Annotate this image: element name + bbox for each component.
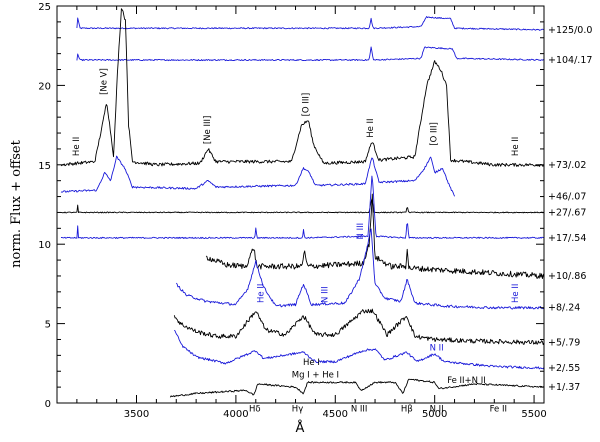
annotation-13: He I (303, 358, 320, 368)
annotation-2: [Ne V] (100, 68, 110, 95)
x-tick-label: 3500 (124, 409, 149, 420)
series-label-9: +5/.79 (548, 338, 580, 349)
annotation-1: He II (72, 137, 82, 156)
annotation-4: [O III] (301, 93, 311, 117)
series-line-4 (60, 155, 456, 197)
series-label-6: +17/.54 (548, 233, 586, 244)
annotation-16: Hγ (292, 405, 303, 415)
annotation-20: N II (430, 405, 444, 415)
series-label-11: +1/.37 (548, 382, 580, 393)
annotation-5: He II (366, 118, 376, 137)
x-tick-label: 4000 (223, 409, 248, 420)
y-tick-label: 5 (45, 320, 51, 331)
y-axis-label: norm. Flux + offset (9, 139, 24, 267)
series-label-10: +2/.55 (548, 363, 580, 374)
annotation-18: Hβ (401, 405, 413, 415)
ticks-layer: 3500 4000 4500 5000 5500 0 5 10 15 20 25 (38, 2, 547, 420)
x-axis-label: Å (296, 420, 305, 436)
series-line-8 (175, 228, 544, 310)
series-label-7: +10/.86 (548, 271, 586, 282)
y-tick-label: 0 (45, 399, 51, 410)
plot-frame (56, 5, 545, 404)
series-line-11 (169, 378, 545, 398)
series-line-2 (76, 46, 544, 62)
series-layer (60, 8, 545, 398)
series-line-9 (173, 308, 545, 346)
y-tick-label: 25 (38, 2, 51, 13)
series-label-5: +27/.67 (548, 207, 586, 218)
x-tick-label: 4500 (323, 409, 348, 420)
annotation-8: He II (257, 284, 267, 303)
series-line-6 (60, 175, 544, 239)
annotation-15: Hδ (249, 405, 261, 415)
annotation-14: Mg I + He I (292, 371, 339, 381)
annotation-10: N III (356, 223, 366, 240)
x-tick-label: 5500 (521, 409, 546, 420)
series-line-7 (205, 193, 545, 280)
annotation-17: N III (351, 405, 368, 415)
y-tick-label: 20 (38, 81, 51, 92)
series-line-5 (60, 198, 544, 214)
series-label-4: +46/.07 (548, 192, 586, 203)
y-tick-label: 10 (38, 240, 51, 251)
x-tick-label: 5000 (422, 409, 447, 420)
y-tick-label: 15 (38, 161, 51, 172)
series-label-1: +125/0.0 (548, 25, 592, 36)
annotations-layer: He II [Ne V] [Ne III] [O III] He II [O III] He… (72, 68, 521, 415)
annotation-9: N III (320, 286, 330, 303)
annotation-19: Fe II+N II (447, 376, 486, 386)
annotation-12: N II (430, 344, 444, 354)
annotation-21: Fe II (490, 405, 507, 415)
series-line-1 (76, 16, 544, 31)
labels-layer: +125/0.0 +104/.17 +73/.02 +46/.07 +27/.67 +17… (548, 25, 592, 393)
series-line-3 (60, 8, 544, 167)
annotation-6: [O III] (430, 122, 440, 146)
annotation-3: [Ne III] (203, 116, 213, 144)
series-line-10 (173, 329, 545, 370)
annotation-7: He II (511, 137, 521, 156)
series-label-8: +8/.24 (548, 303, 580, 314)
annotation-11: He II (511, 284, 521, 303)
series-label-2: +104/.17 (548, 55, 592, 66)
series-label-3: +73/.02 (548, 160, 586, 171)
